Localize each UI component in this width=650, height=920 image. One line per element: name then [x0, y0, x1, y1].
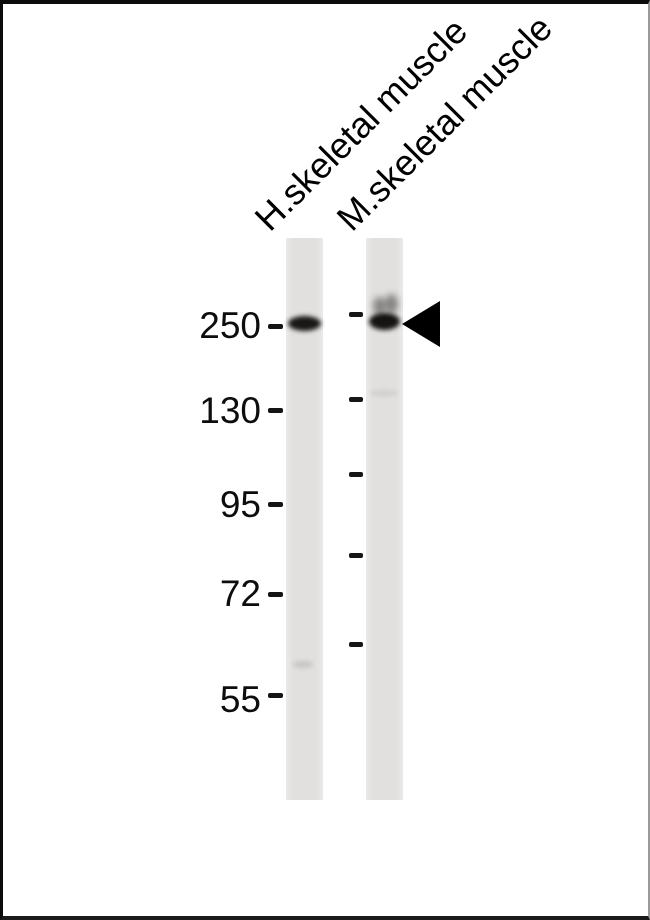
gel-lane-2 [366, 238, 403, 800]
ladder-tick-3 [349, 472, 363, 477]
ladder-tick-5 [349, 642, 363, 647]
gel-lane-1 [286, 238, 323, 800]
mw-tick-250 [268, 324, 283, 329]
mw-label-72: 72 [219, 573, 261, 614]
mw-label-130: 130 [199, 390, 261, 431]
protein-band-lane1-1 [287, 315, 321, 331]
mw-tick-130 [268, 408, 283, 413]
protein-band-lane2-3 [384, 294, 398, 314]
mw-label-250: 250 [199, 305, 261, 346]
mw-tick-95 [268, 502, 283, 507]
protein-band-lane2-1 [368, 312, 400, 330]
ladder-tick-4 [349, 553, 363, 558]
protein-band-lane1-2 [293, 660, 313, 668]
band-arrow-icon [402, 301, 440, 347]
ladder-tick-2 [349, 397, 363, 402]
mw-label-95: 95 [219, 484, 261, 525]
mw-tick-72 [268, 592, 283, 597]
mw-tick-55 [268, 693, 283, 698]
mw-label-55: 55 [219, 679, 261, 720]
protein-band-lane2-2 [372, 297, 386, 315]
protein-band-lane2-4 [370, 390, 398, 396]
ladder-tick-1 [349, 312, 363, 317]
